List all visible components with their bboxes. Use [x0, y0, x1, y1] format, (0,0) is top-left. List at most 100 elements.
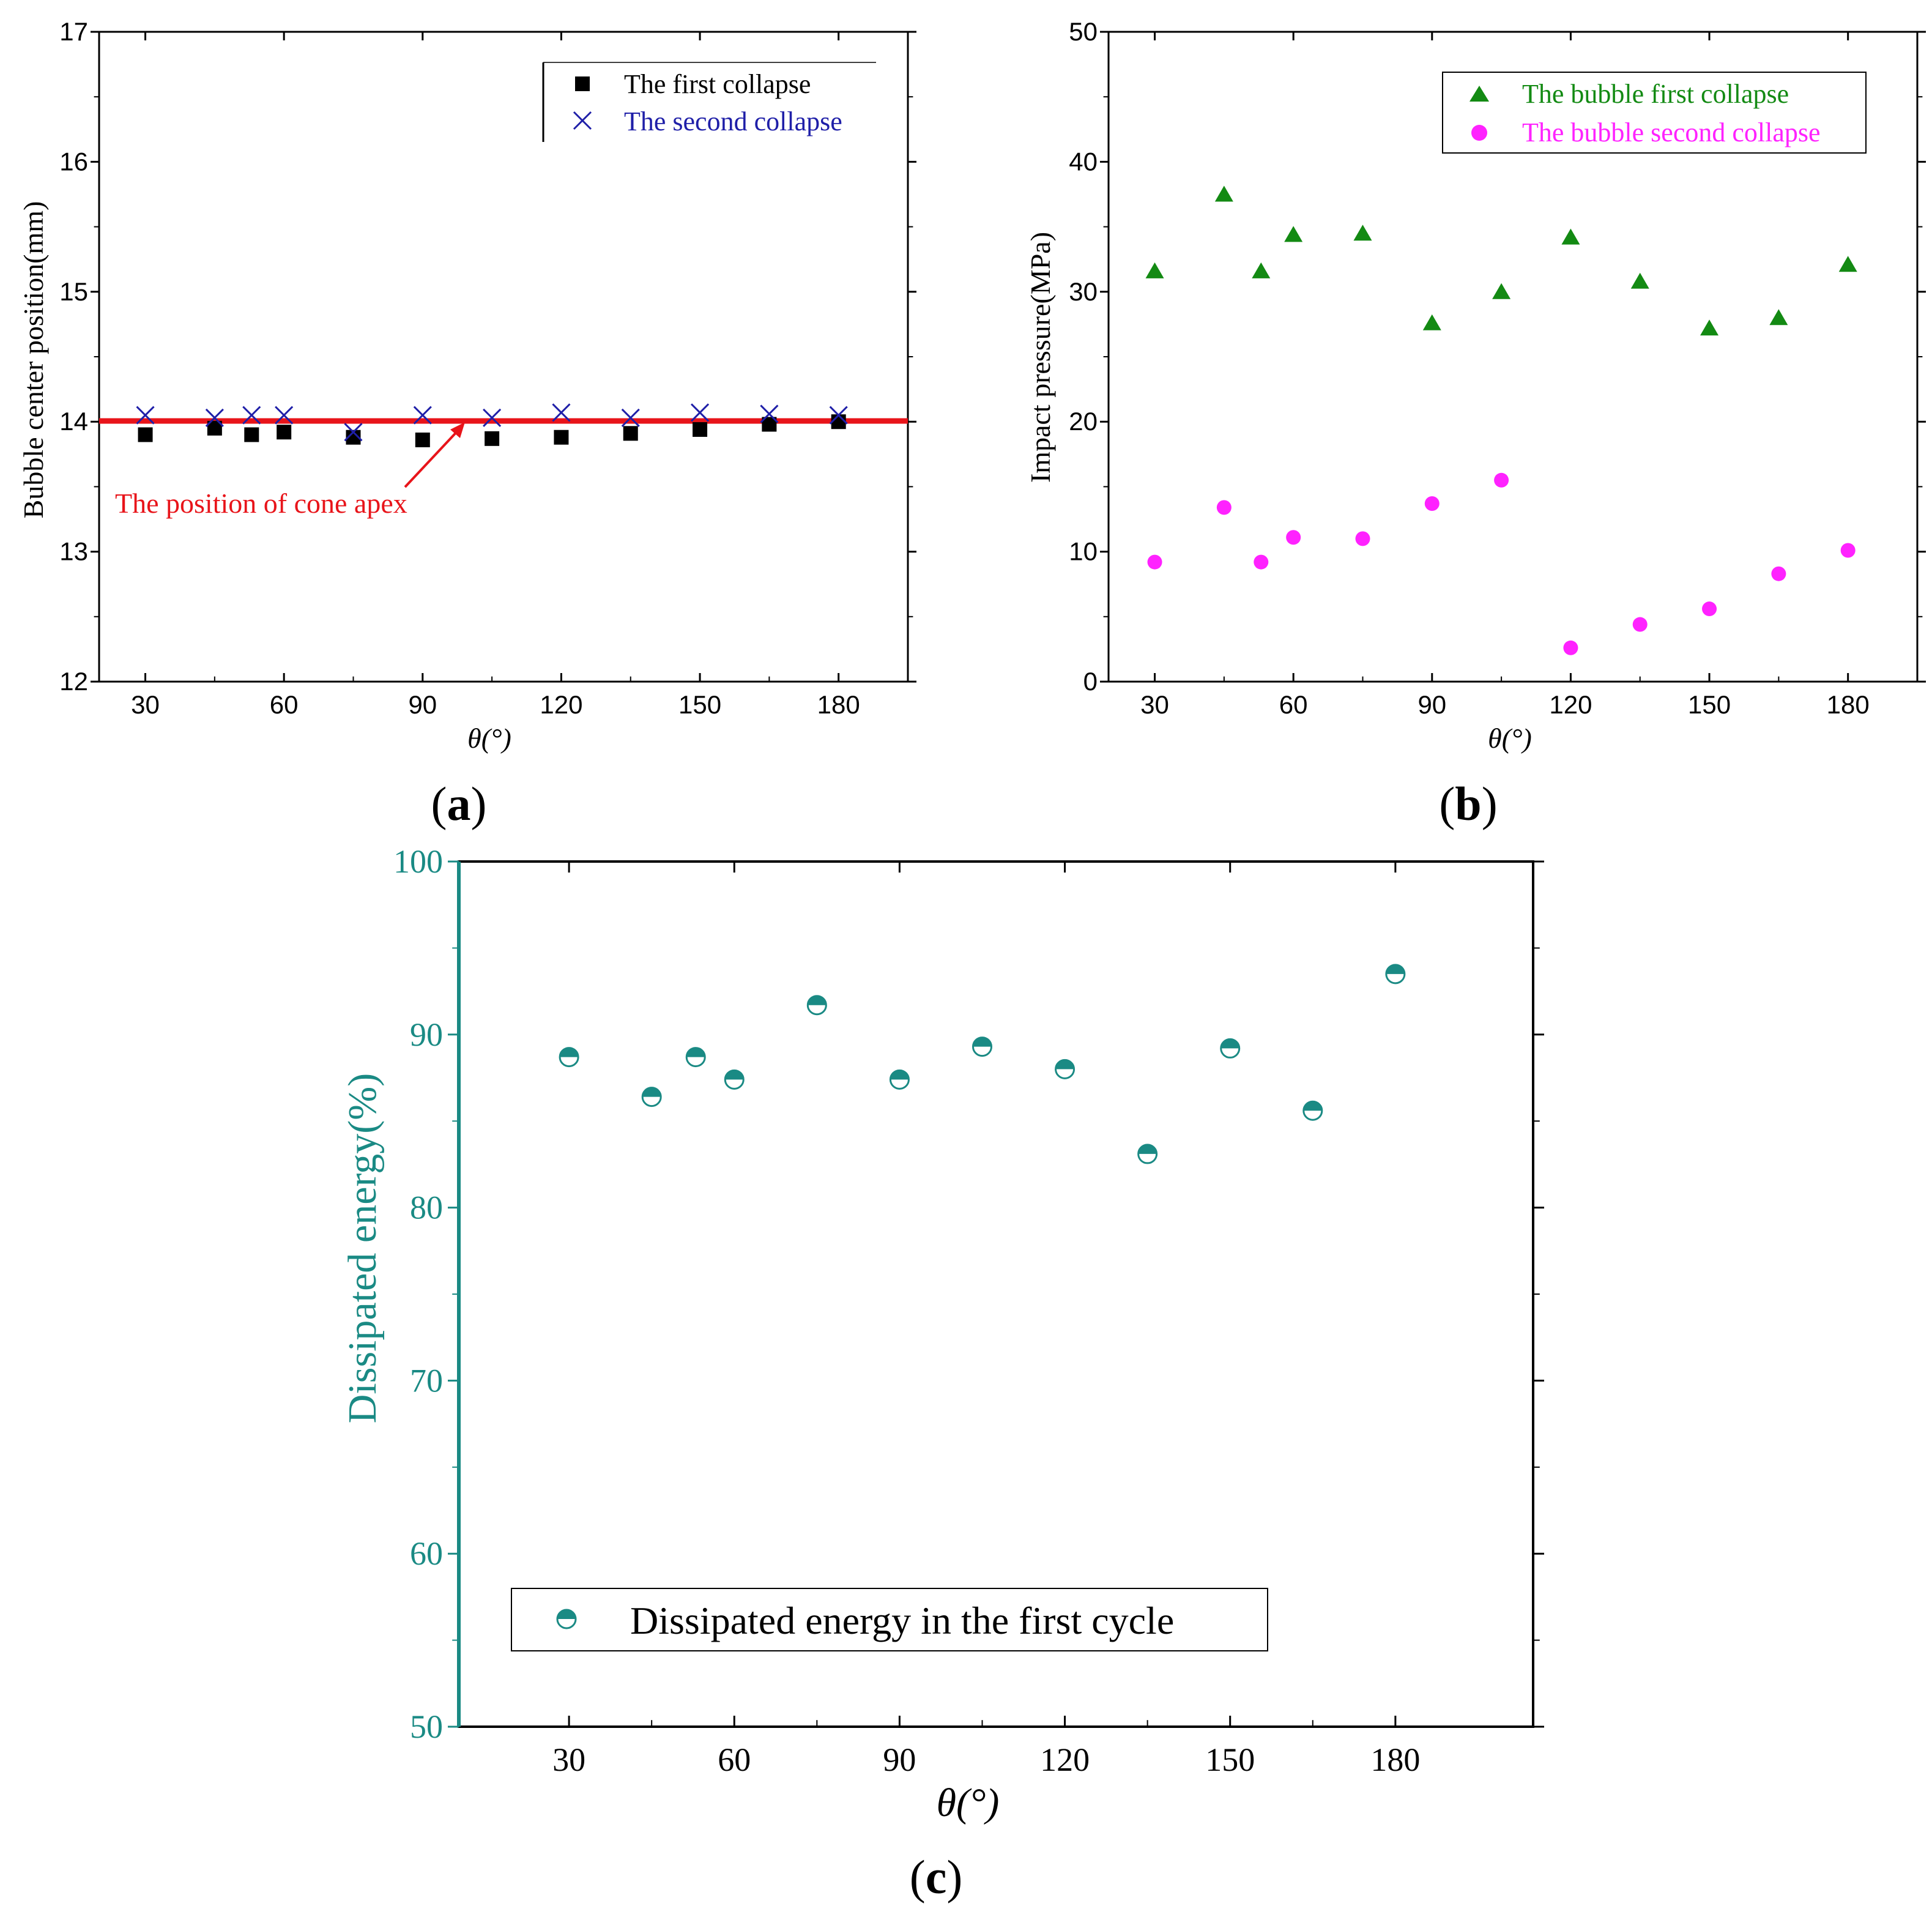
chart-b-series-0-point	[1422, 314, 1441, 330]
panel-label-c-letter: c	[926, 1850, 947, 1904]
chart-b-ytick-label: 30	[1069, 277, 1098, 306]
chart-c: 30 60 90 120 150 180 50 60 70 80 90 100 Dissipated …	[340, 843, 1544, 1904]
chart-c-xlabel: θ(°)	[937, 1781, 1000, 1825]
chart-c-ticks: 30 60 90 120 150 180 50 60 70 80 90 100	[393, 843, 1544, 1778]
chart-b-series-1-point	[1494, 472, 1509, 488]
chart-a-series-0-point	[831, 414, 846, 430]
chart-a-xtick-label: 180	[817, 690, 860, 719]
chart-a-series-1-point	[344, 423, 363, 442]
chart-b-series-0-point	[1630, 272, 1649, 289]
chart-b-series-1-point	[1147, 554, 1162, 570]
chart-c-ytick-label: 70	[410, 1362, 443, 1399]
chart-a-series-1-point	[829, 406, 848, 425]
chart-a-series-1-point	[136, 406, 155, 425]
chart-a-series-0-point	[554, 430, 569, 445]
panel-label-c-open: (	[910, 1850, 926, 1904]
chart-c-ytick-label: 90	[410, 1016, 443, 1053]
chart-b-legend-box	[1442, 72, 1867, 154]
chart-a-xtick-label: 30	[131, 690, 160, 719]
chart-a-series-0-point	[244, 427, 259, 442]
chart-b-xtick-label: 150	[1688, 690, 1731, 719]
chart-c-series-0-point	[559, 1047, 579, 1068]
chart-c-xtick-label: 60	[718, 1741, 751, 1778]
chart-a-series-1-point	[205, 408, 224, 427]
chart-b-xtick-label: 30	[1140, 690, 1169, 719]
panel-label-a: (a)	[431, 777, 487, 830]
chart-c-xtick-label: 30	[552, 1741, 585, 1778]
chart-b-ytick-label: 10	[1069, 537, 1098, 566]
chart-b-xtick-label: 60	[1279, 690, 1308, 719]
chart-b-ytick-label: 20	[1069, 407, 1098, 436]
chart-a-legend-label-first: The first collapse	[624, 69, 811, 99]
chart-a-xtick-label: 60	[270, 690, 299, 719]
chart-a-series-1-point	[275, 406, 294, 425]
legend-square-marker-icon	[575, 76, 590, 91]
chart-b-series-1-point	[1840, 543, 1856, 558]
chart-b-ytick-label: 0	[1083, 667, 1098, 696]
chart-c-xtick-label: 150	[1205, 1741, 1255, 1778]
chart-b-series-1-point	[1702, 601, 1717, 617]
chart-c-ytick-label: 100	[393, 843, 443, 880]
chart-a-series-1-point	[552, 403, 571, 422]
chart-a-ticks: 30 60 90 120 150 180 12 13 14 15 16 17	[59, 17, 916, 719]
chart-b-xtick-label: 180	[1827, 690, 1870, 719]
chart-a-series-0-point	[415, 432, 430, 447]
chart-a-ytick-label: 12	[59, 667, 88, 696]
chart-b-ylabel: Impact pressure(MPa)	[1025, 232, 1056, 483]
chart-b-series-1-point	[1632, 617, 1648, 632]
legend-triangle-marker-icon	[1469, 86, 1489, 102]
chart-b-legend: The bubble first collapse The bubble sec…	[1442, 72, 1867, 154]
panel-label-b: (b)	[1439, 777, 1497, 830]
chart-b-legend-label-second: The bubble second collapse	[1522, 117, 1821, 147]
chart-c-series-0-point	[1055, 1059, 1076, 1079]
chart-b-series-0-point	[1252, 262, 1271, 278]
chart-c-xtick-label: 180	[1370, 1741, 1420, 1778]
chart-c-points	[559, 964, 1406, 1164]
chart-a-series-1-point	[690, 403, 710, 422]
chart-a-series-0-point	[693, 422, 708, 437]
chart-b-points	[1145, 185, 1857, 655]
chart-c-ylabel: Dissipated energy(%)	[340, 1073, 385, 1423]
chart-b-series-0-point	[1769, 309, 1788, 326]
legend-half-circle-marker-icon	[556, 1609, 577, 1629]
panel-label-a-letter: a	[447, 777, 471, 830]
chart-c-frame	[458, 860, 1534, 1728]
panel-label-b-open: (	[1439, 777, 1455, 830]
chart-b-xlabel: θ(°)	[1488, 723, 1532, 754]
chart-b-series-1-point	[1254, 554, 1269, 570]
chart-b-series-0-point	[1145, 262, 1164, 278]
chart-c-legend-label: Dissipated energy in the first cycle	[630, 1599, 1174, 1642]
chart-a-series-1-point	[413, 406, 432, 425]
chart-b-ytick-label: 50	[1069, 17, 1098, 46]
chart-b-series-0-point	[1838, 256, 1857, 272]
chart-b-series-0-point	[1492, 283, 1511, 299]
chart-b-xtick-label: 90	[1417, 690, 1446, 719]
panel-label-b-letter: b	[1455, 777, 1481, 830]
chart-c-series-0-point	[724, 1069, 745, 1090]
chart-c-series-0-point	[1385, 964, 1406, 985]
panel-label-b-close: )	[1482, 777, 1498, 830]
chart-a-ytick-label: 16	[59, 147, 88, 176]
chart-a-series-0-point	[485, 431, 500, 446]
chart-b-legend-label-first: The bubble first collapse	[1522, 79, 1789, 109]
panel-label-c: (c)	[910, 1850, 963, 1904]
chart-a-points	[136, 403, 848, 447]
chart-a-xtick-label: 150	[678, 690, 721, 719]
chart-c-series-0-point	[806, 995, 827, 1016]
chart-a: 30 60 90 120 150 180 12 13 14 15 16 17 The first co…	[18, 17, 916, 830]
chart-a-series-0-point	[623, 426, 638, 441]
chart-a-ytick-label: 14	[59, 407, 88, 436]
chart-a-xtick-label: 90	[408, 690, 437, 719]
chart-c-series-0-point	[1302, 1100, 1323, 1121]
chart-a-legend-label-second: The second collapse	[624, 106, 842, 136]
chart-c-series-0-point	[889, 1069, 910, 1090]
chart-a-ylabel: Bubble center position(mm)	[18, 201, 49, 519]
chart-a-annotation: The position of cone apex	[115, 488, 407, 519]
chart-c-legend-box	[511, 1588, 1268, 1651]
chart-b-series-0-point	[1353, 225, 1372, 241]
chart-b-series-1-point	[1424, 496, 1440, 512]
chart-b-xtick-label: 120	[1549, 690, 1592, 719]
chart-b: 30 60 90 120 150 180 0 10 20 30 40 50 The bubble fi…	[1025, 17, 1926, 830]
chart-c-xtick-label: 90	[883, 1741, 916, 1778]
